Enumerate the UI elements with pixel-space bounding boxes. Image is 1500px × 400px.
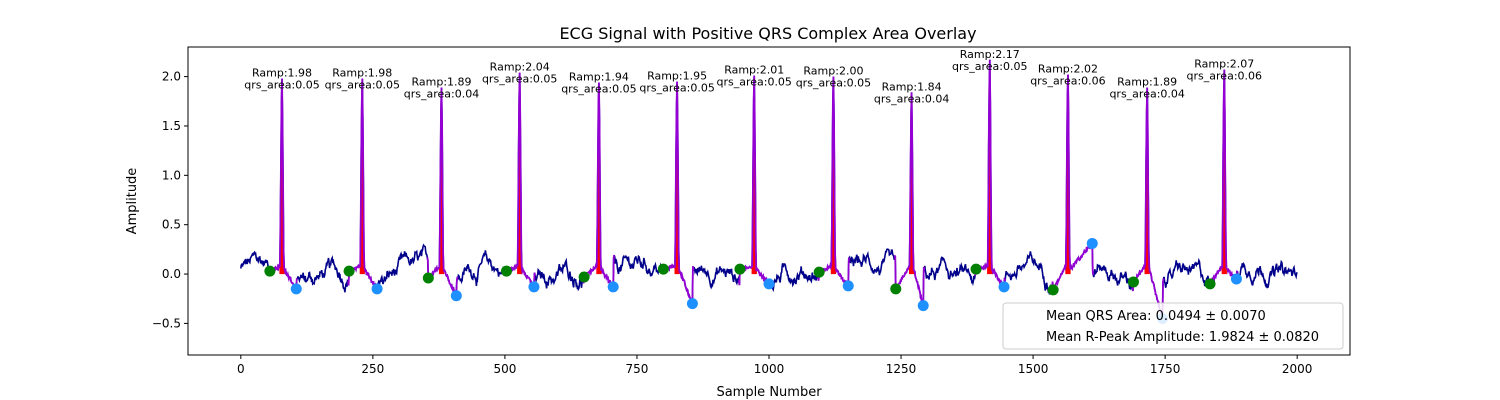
q-point-marker-13 [1204,278,1216,290]
r-peak-amplitude-label-11: Ramp:2.02 [1038,63,1098,76]
s-point-marker-1 [290,283,302,295]
x-tick-label: 500 [493,362,516,376]
qrs-area-label-5: qrs_area:0.05 [561,83,636,96]
q-point-marker-9 [890,283,902,295]
peak-annotations: Ramp:1.98qrs_area:0.05Ramp:1.98qrs_area:… [244,48,1262,106]
x-tick-label: 2000 [1282,362,1313,376]
x-tick-label: 0 [237,362,245,376]
r-peak-amplitude-label-3: Ramp:1.89 [412,75,472,88]
qrs-area-label-3: qrs_area:0.04 [404,87,479,100]
q-point-marker-6 [657,263,669,275]
qrs-segment-3 [426,87,459,296]
qrs-area-label-6: qrs_area:0.05 [639,82,714,95]
s-point-marker-9 [917,300,929,312]
axis-ticks: 0 250 500 750 1000 1250 1500 1750 2000 −0.5 0.0 0.5… [152,70,1313,376]
s-point-marker-6 [686,298,698,310]
qrs-area-label-1: qrs_area:0.05 [244,79,319,92]
q-point-marker-8 [813,266,825,278]
s-point-marker-7 [763,278,775,290]
y-tick-label: −0.5 [152,316,181,330]
q-point-marker-12 [1127,276,1139,288]
r-peak-amplitude-label-12: Ramp:1.89 [1117,75,1177,88]
qrs-area-label-10: qrs_area:0.05 [952,60,1027,73]
r-peak-amplitude-label-9: Ramp:1.84 [882,80,942,93]
qrs-segment-5 [582,82,616,290]
s-point-marker-10 [998,281,1010,293]
q-point-marker-2 [343,265,355,277]
x-tick-label: 1000 [754,362,785,376]
qrs-area-label-2: qrs_area:0.05 [325,79,400,92]
s-point-marker-3 [450,290,462,302]
qrs-area-label-4: qrs_area:0.05 [482,73,557,86]
x-tick-label: 250 [361,362,384,376]
chart-title: ECG Signal with Positive QRS Complex Are… [559,24,976,43]
plot-area [240,59,1298,324]
qrs-area-label-11: qrs_area:0.06 [1030,75,1105,88]
r-peak-amplitude-label-6: Ramp:1.95 [647,70,707,83]
qrs-area-label-8: qrs_area:0.05 [796,77,871,90]
q-point-marker-11 [1047,284,1059,296]
legend-box [1002,302,1344,350]
r-peak-amplitude-label-7: Ramp:2.01 [724,64,784,77]
y-axis-label: Amplitude [125,168,140,235]
s-point-marker-5 [607,281,619,293]
x-tick-label: 1750 [1150,362,1181,376]
qrs-segment-11 [1051,74,1095,291]
y-tick-label: 0.5 [162,218,181,232]
s-point-marker-2 [371,283,383,295]
r-peak-amplitude-label-2: Ramp:1.98 [332,67,392,80]
x-tick-label: 1250 [886,362,917,376]
y-tick-label: 1.0 [162,168,181,182]
s-point-marker-11 [1086,237,1098,249]
q-point-marker-3 [422,272,434,284]
s-point-marker-4 [528,281,540,293]
s-point-marker-8 [842,280,854,292]
r-peak-amplitude-label-1: Ramp:1.98 [252,67,312,80]
q-point-marker-5 [578,271,590,283]
q-point-marker-1 [264,265,276,277]
qrs-area-label-7: qrs_area:0.05 [716,76,791,89]
y-tick-label: 1.5 [162,119,181,133]
legend: Mean QRS Area: 0.0494 ± 0.0070 Mean R-Pe… [1002,302,1344,350]
x-tick-label: 750 [626,362,649,376]
q-point-marker-7 [734,263,746,275]
x-axis-label: Sample Number [716,385,822,400]
q-point-marker-4 [500,265,512,277]
qrs-segment-9 [893,92,926,306]
r-peak-amplitude-label-13: Ramp:2.07 [1194,58,1254,71]
qrs-area-label-12: qrs_area:0.04 [1109,87,1184,100]
qrs-area-label-9: qrs_area:0.04 [874,92,949,105]
r-peak-amplitude-label-4: Ramp:2.04 [490,61,550,74]
x-tick-label: 1500 [1018,362,1049,376]
r-peak-amplitude-label-5: Ramp:1.94 [569,71,629,84]
r-peak-amplitude-label-8: Ramp:2.00 [803,65,863,78]
s-point-marker-13 [1230,273,1242,285]
qrs-segment-13 [1208,69,1238,286]
legend-entry-mean-r-peak-amplitude: Mean R-Peak Amplitude: 1.9824 ± 0.0820 [1046,330,1319,345]
y-tick-label: 0.0 [162,267,181,281]
qrs-area-label-13: qrs_area:0.06 [1187,70,1262,83]
legend-entry-mean-qrs-area: Mean QRS Area: 0.0494 ± 0.0070 [1046,309,1266,324]
y-tick-label: 2.0 [162,70,181,84]
qrs-segment-1 [267,78,298,290]
r-peak-amplitude-label-10: Ramp:2.17 [960,48,1020,61]
q-point-marker-10 [970,263,982,275]
